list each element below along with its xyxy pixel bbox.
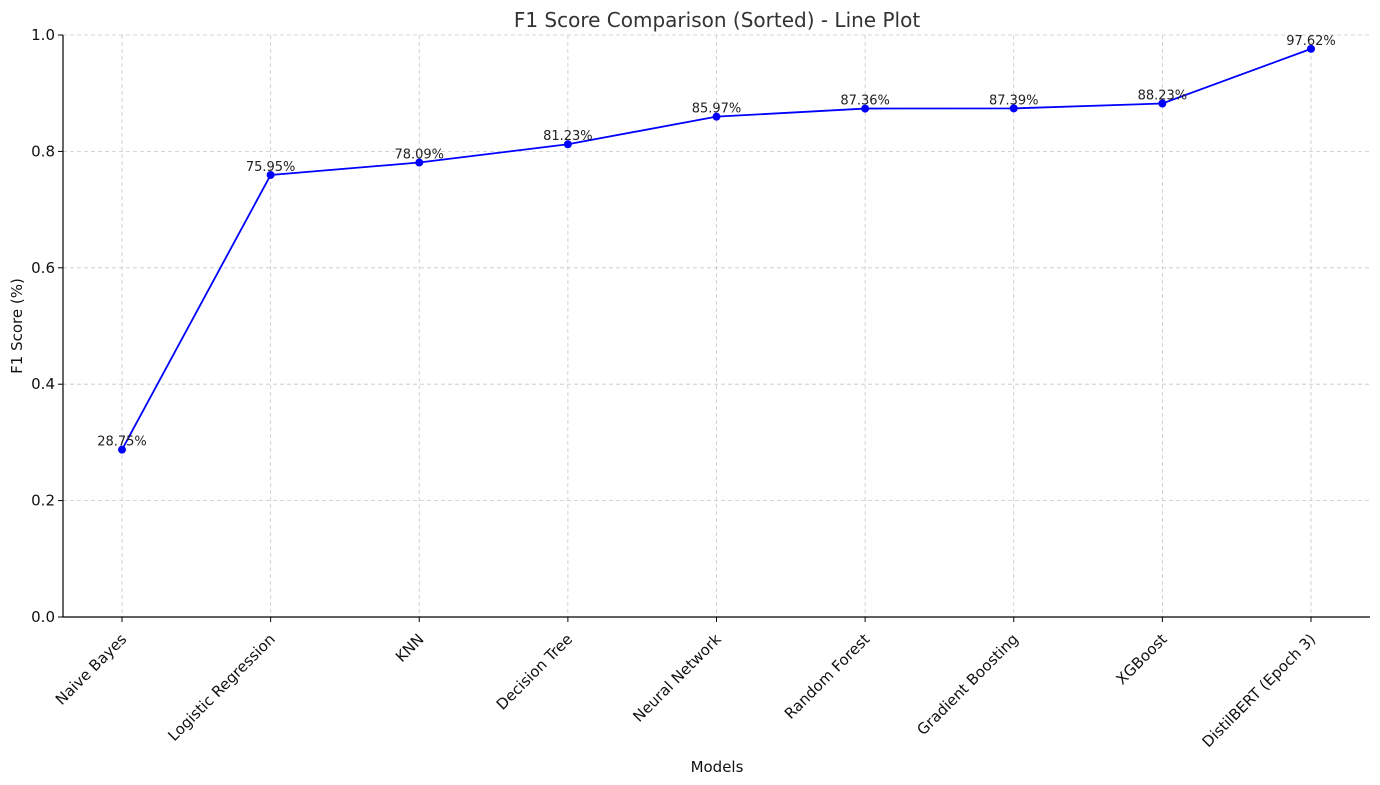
series <box>118 44 1315 454</box>
data-point <box>118 445 126 454</box>
data-point <box>563 140 572 149</box>
x-tick-label: KNN <box>392 630 428 666</box>
data-label: 85.97% <box>692 102 742 117</box>
data-label: 78.09% <box>394 148 444 163</box>
data-label: 88.23% <box>1138 89 1188 104</box>
data-labels: 28.75% 75.95% 78.09% 81.23% 85.97% 87.36% 87.3… <box>97 34 1336 450</box>
y-tick-label: 0.0 <box>31 608 55 626</box>
x-tick-label: Naive Bayes <box>52 630 131 709</box>
x-axis-label: Models <box>691 758 744 776</box>
data-label: 87.36% <box>840 94 890 109</box>
data-point <box>712 112 721 121</box>
grid <box>63 34 1370 618</box>
chart-title: F1 Score Comparison (Sorted) - Line Plot <box>514 8 920 32</box>
x-tick-label: Neural Network <box>629 630 725 726</box>
data-label: 87.39% <box>989 93 1039 108</box>
x-tick-label: XGBoost <box>1112 630 1170 688</box>
data-label: 28.75% <box>97 435 147 450</box>
data-point <box>415 158 424 167</box>
y-axis-label: F1 Score (%) <box>8 278 26 374</box>
x-tick-label: DistilBERT (Epoch 3) <box>1199 630 1320 751</box>
y-tick-label: 1.0 <box>31 26 55 44</box>
data-point <box>1158 99 1167 108</box>
y-ticks: 0.0 0.2 0.4 0.6 0.8 1.0 <box>31 26 63 626</box>
y-tick-label: 0.6 <box>31 259 55 277</box>
x-tick-label: Decision Tree <box>493 630 576 713</box>
x-tick-label: Gradient Boosting <box>913 630 1022 739</box>
y-tick-label: 0.4 <box>31 375 55 393</box>
data-point <box>1307 44 1315 53</box>
data-point <box>1009 104 1018 113</box>
x-ticks: Naive Bayes Logistic Regression KNN Decisio… <box>52 617 1319 751</box>
x-tick-label: Random Forest <box>781 630 874 723</box>
data-label: 81.23% <box>543 129 593 144</box>
data-label: 75.95% <box>246 160 296 175</box>
data-point <box>266 170 275 179</box>
y-tick-label: 0.2 <box>31 492 55 510</box>
x-tick-label: Logistic Regression <box>164 630 278 744</box>
data-label: 97.62% <box>1286 34 1336 49</box>
data-point <box>861 104 870 113</box>
y-tick-label: 0.8 <box>31 142 55 160</box>
